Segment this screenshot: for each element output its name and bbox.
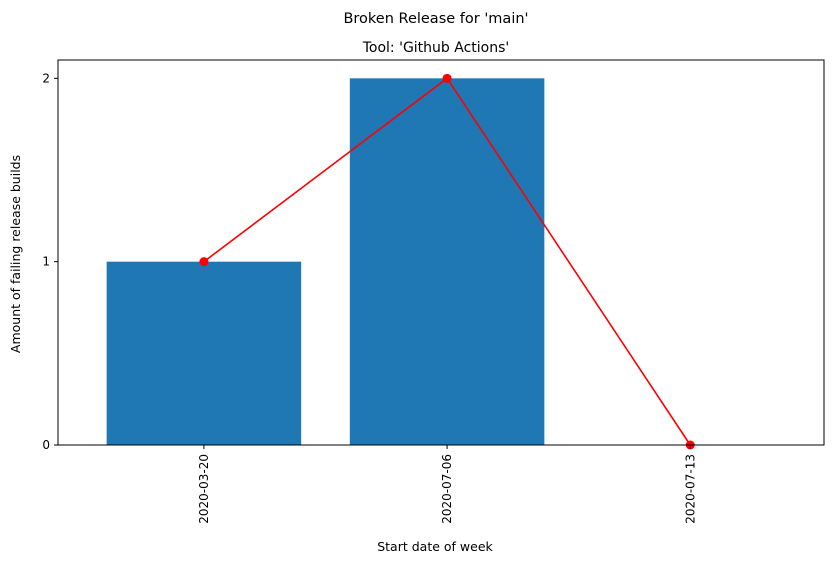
- bar-group: [106, 78, 545, 445]
- line-point-2020-03-20: [199, 257, 209, 267]
- bar-2020-07-06: [349, 78, 545, 445]
- x-tick-label-2020-07-06: 2020-07-06: [440, 454, 454, 524]
- y-tick-label-1: 1: [42, 255, 50, 269]
- bar-2020-03-20: [106, 261, 302, 445]
- y-tick-label-0: 0: [42, 438, 50, 452]
- x-tick-label-2020-07-13: 2020-07-13: [683, 454, 697, 524]
- line-point-2020-07-06: [442, 73, 452, 83]
- chart-title: Tool: 'Github Actions': [362, 40, 510, 56]
- chart-suptitle: Broken Release for 'main': [343, 11, 528, 27]
- x-tick-label-2020-03-20: 2020-03-20: [197, 454, 211, 524]
- x-axis-label: Start date of week: [377, 539, 493, 554]
- y-axis: 0 1 2: [42, 71, 58, 452]
- plot-frame: [57, 59, 825, 446]
- x-axis: 2020-03-20 2020-07-06 2020-07-13: [197, 445, 697, 524]
- y-axis-label: Amount of failing release builds: [8, 155, 23, 353]
- y-tick-label-2: 2: [42, 71, 50, 85]
